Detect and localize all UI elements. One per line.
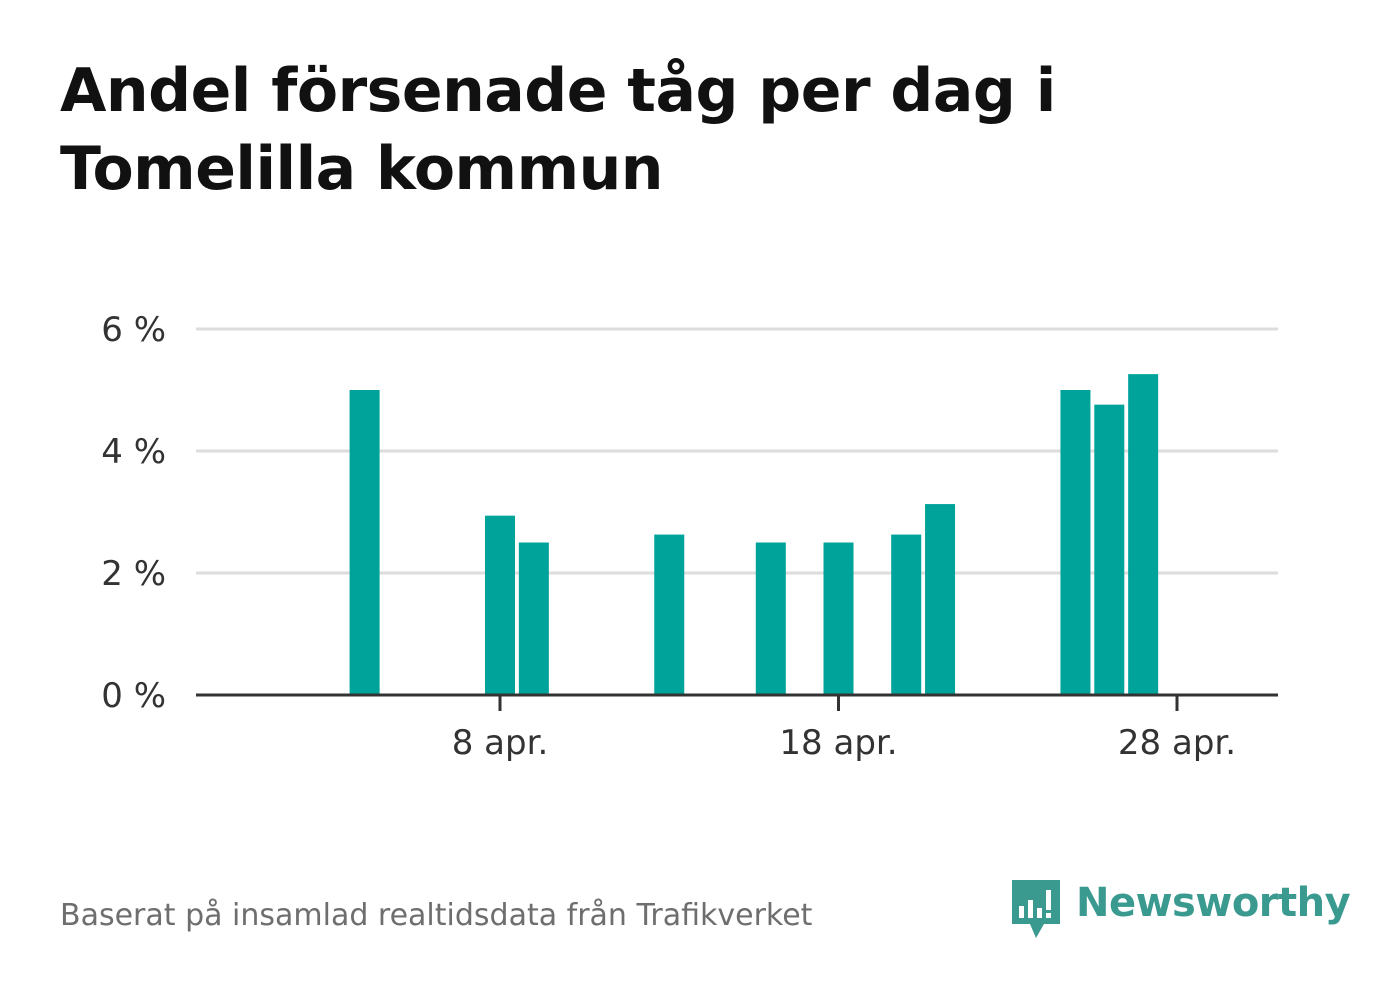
- x-tick-label: 28 apr.: [1118, 723, 1236, 763]
- bar: [891, 534, 922, 695]
- bar: [1128, 374, 1159, 695]
- source-note: Baserat på insamlad realtidsdata från Tr…: [60, 898, 813, 933]
- y-tick-label: 0 %: [101, 676, 166, 716]
- bar-chart: 0 % 2 % 4 % 6 % 8 apr. 18 apr. 28 apr.: [101, 310, 1278, 763]
- bar: [485, 515, 515, 695]
- bar: [654, 534, 685, 695]
- chart-title: Andel försenade tåg per dag i Tomelilla …: [60, 56, 1056, 204]
- bar: [823, 542, 854, 695]
- y-axis: 0 % 2 % 4 % 6 %: [101, 310, 166, 716]
- y-tick-label: 6 %: [101, 310, 166, 350]
- bar: [925, 504, 956, 695]
- y-tick-label: 2 %: [101, 554, 166, 594]
- newsworthy-logo-icon: [1012, 880, 1060, 938]
- bar: [1060, 390, 1091, 695]
- x-tick-label: 8 apr.: [452, 723, 549, 763]
- bar: [755, 542, 786, 695]
- brand-name: Newsworthy: [1076, 880, 1351, 926]
- x-axis: 8 apr. 18 apr. 28 apr.: [196, 693, 1278, 763]
- bar: [518, 542, 549, 695]
- y-tick-label: 4 %: [101, 432, 166, 472]
- bar: [349, 390, 380, 695]
- x-tick-label: 18 apr.: [779, 723, 897, 763]
- bars: [349, 374, 1159, 695]
- newsworthy-logo[interactable]: Newsworthy: [1010, 878, 1351, 940]
- bar: [1094, 404, 1125, 695]
